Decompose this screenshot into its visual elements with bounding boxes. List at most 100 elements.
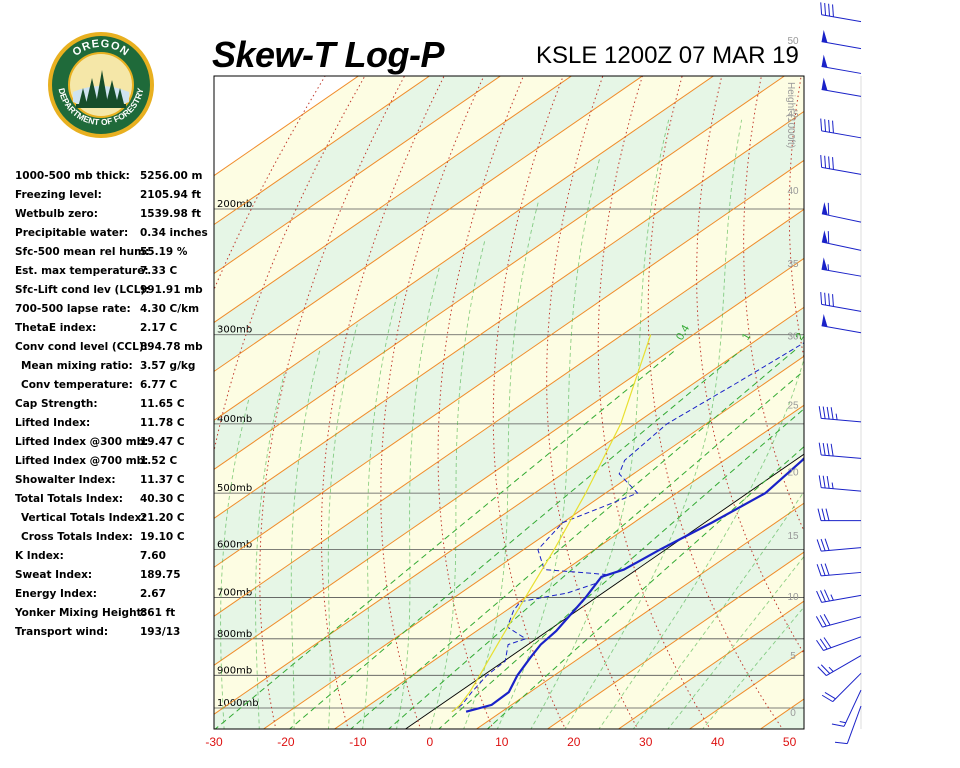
stat-label: 1000-500 mb thick: (15, 170, 130, 182)
height-tick-label: 30 (787, 332, 799, 343)
stat-label: Lifted Index @300 mb: (15, 436, 149, 448)
stat-label: Mean mixing ratio: (21, 360, 133, 372)
parcel-trace (451, 334, 652, 713)
pressure-label: 800mb (217, 629, 252, 640)
barb-feather (820, 2, 823, 15)
stat-value: 894.78 mb (140, 341, 203, 353)
stat-value: 21.20 C (140, 512, 185, 524)
x-tick-label: 50 (783, 735, 797, 749)
moist-adiabat (530, 119, 670, 729)
stat-row: Lifted Index @700 mb: 1.52 C (15, 455, 215, 474)
stat-row: Conv temperature: 6.77 C (15, 379, 215, 398)
stat-value: 0.34 inches (140, 227, 208, 239)
barb-pennant (821, 77, 828, 91)
pressure-label: 600mb (217, 540, 252, 551)
height-tick-label: 20 (787, 467, 799, 478)
stat-label: Freezing level: (15, 189, 102, 201)
stat-label: Conv temperature: (21, 379, 133, 391)
moist-adiabat (463, 201, 539, 729)
barb-feather (824, 155, 827, 169)
barb-staff (821, 594, 862, 603)
stat-value: 4.30 C/km (140, 303, 200, 315)
oregon-forestry-logo: OREGON DEPARTMENT OF FORESTRY (46, 30, 156, 140)
isotherm-line (214, 208, 804, 617)
stat-label: Cross Totals Index: (21, 531, 133, 543)
barb-staff (821, 303, 862, 312)
chart-title: Skew-T Log-P (212, 34, 445, 75)
stability-indices-panel: 1000-500 mb thick: 5256.00 m Freezing leve… (15, 170, 215, 645)
pressure-label: 500mb (217, 483, 252, 494)
barb-feather (828, 119, 830, 133)
stat-value: 3.57 g/kg (140, 360, 196, 372)
wind-barb (834, 705, 862, 745)
barb-feather (819, 638, 828, 650)
stat-row: Precipitable water: 0.34 inches (15, 227, 215, 246)
wind-barb (816, 589, 862, 603)
height-axis-label: Height (1000ft) (785, 82, 796, 148)
pressure-label: 900mb (217, 665, 252, 676)
wind-barb (821, 672, 862, 703)
dry-adiabat (696, 76, 804, 655)
stat-label: ThetaE index: (15, 322, 97, 334)
isotherm-line (829, 0, 960, 730)
barb-feather (828, 293, 830, 306)
stat-value: 40.30 C (140, 493, 185, 505)
wind-barb (818, 406, 862, 423)
isotherm-line (214, 76, 715, 422)
wind-barb (817, 655, 862, 677)
stat-value: 861 ft (140, 607, 176, 619)
x-tick-label: -30 (205, 735, 223, 749)
barb-feather (820, 292, 823, 305)
barb-staff (846, 705, 862, 744)
moist-adiabat (151, 446, 179, 730)
barb-feather (824, 691, 836, 700)
barb-feather (832, 120, 834, 133)
stat-value: 189.75 (140, 569, 181, 581)
wind-barb (816, 636, 862, 651)
stat-label: Sfc-500 mean rel hum: (15, 246, 150, 258)
pressure-label: 400mb (217, 414, 252, 425)
pressure-label: 700mb (217, 587, 252, 598)
barb-feather (818, 406, 822, 419)
barb-feather (823, 589, 830, 602)
barb-feather (817, 666, 827, 676)
stat-row: Yonker Mixing Height: 861 ft (15, 607, 215, 626)
isotherm-line (214, 76, 431, 226)
stat-row: Sfc-Lift cond lev (LCL): 991.91 mb (15, 284, 215, 303)
x-tick-label: 10 (495, 735, 509, 749)
wind-barb (821, 54, 862, 74)
dry-adiabat (877, 0, 960, 730)
thermo-grid-lines (151, 0, 960, 730)
moist-adiabat (290, 349, 321, 729)
stat-label: Energy Index: (15, 588, 97, 600)
mixing-ratio-line (486, 446, 804, 729)
isotherm-line (214, 76, 360, 177)
isotherm-line (214, 76, 573, 324)
wind-barb (816, 538, 862, 552)
barb-staff (821, 547, 862, 552)
mixing-ratio-line (214, 349, 677, 729)
stat-label: Lifted Index: (15, 417, 91, 429)
moist-adiabat (255, 373, 285, 729)
stat-value: 1.52 C (140, 455, 178, 467)
barb-feather (824, 292, 827, 306)
wind-barb (818, 475, 862, 492)
wind-barb (821, 202, 862, 223)
moist-adiabat (632, 490, 804, 729)
barb-feather (826, 406, 830, 420)
height-tick-label: 15 (787, 531, 799, 542)
barb-feather (830, 443, 834, 457)
barb-feather (826, 476, 830, 489)
dry-adiabat (743, 76, 804, 533)
barb-feather (825, 508, 830, 521)
stat-label: Lifted Index @700 mb: (15, 455, 149, 467)
isotherm-line (617, 600, 804, 729)
wind-barb (816, 563, 862, 577)
barb-pennant (821, 202, 828, 216)
isotherm-line (404, 453, 804, 729)
barb-feather (817, 508, 822, 521)
barb-staff (821, 571, 862, 577)
pressure-label: 300mb (217, 325, 252, 336)
wind-barb (820, 292, 862, 312)
barb-staff (843, 689, 862, 727)
